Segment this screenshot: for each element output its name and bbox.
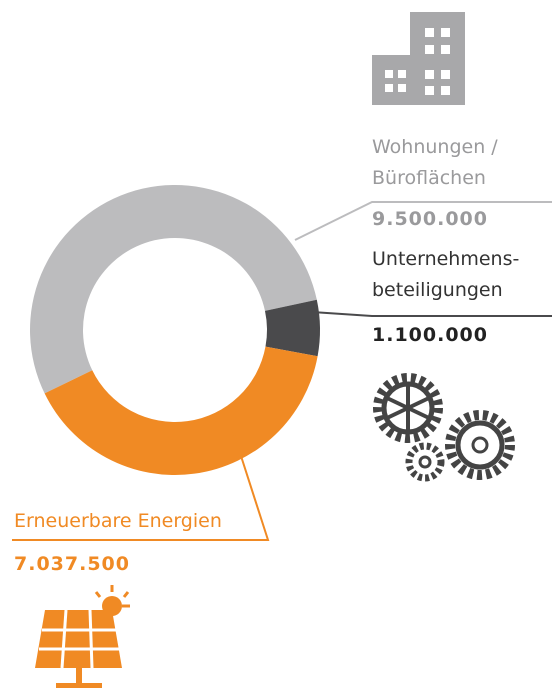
building-icon [372,12,465,105]
donut-segment [264,299,320,357]
leader-line [311,311,552,317]
value-label: 7.037.500 [14,553,130,575]
solar-icon [35,585,130,688]
category-label: Unternehmens-beteiligungen [372,248,520,301]
leader-line [294,201,552,241]
category-label: Wohnungen / Büroflächen [372,136,498,189]
gears-icon [373,373,515,482]
donut-segment [29,184,317,394]
donut-segment [44,346,318,475]
value-label: 9.500.000 [372,208,488,230]
value-label: 1.100.000 [372,324,488,346]
category-label: Erneuerbare Energien [14,510,222,532]
leader-line [12,427,270,541]
